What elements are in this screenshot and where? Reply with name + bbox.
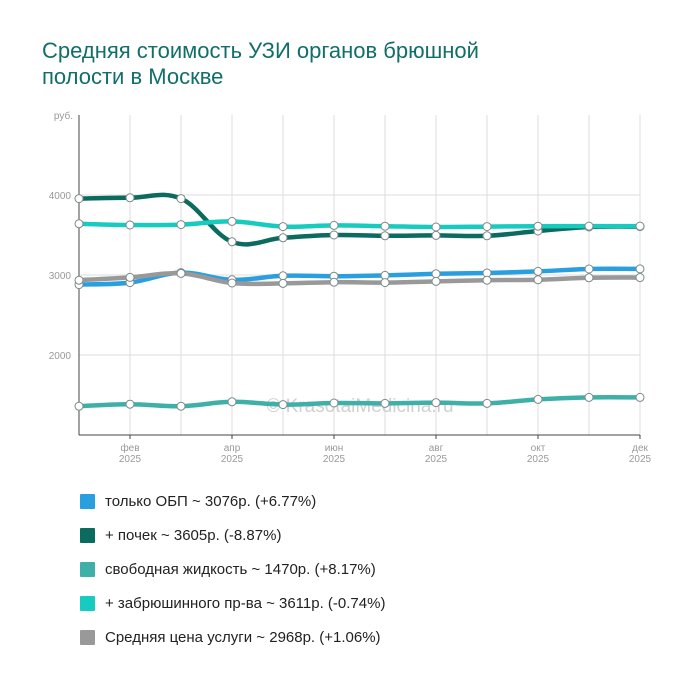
data-point bbox=[533, 394, 543, 404]
data-point bbox=[176, 194, 186, 204]
data-point bbox=[584, 392, 594, 402]
y-tick-label: 2000 bbox=[49, 351, 72, 362]
data-point bbox=[329, 398, 339, 408]
data-point bbox=[431, 222, 441, 232]
data-point bbox=[482, 222, 492, 232]
data-point bbox=[635, 392, 645, 402]
data-point bbox=[431, 276, 441, 286]
data-point bbox=[278, 271, 288, 281]
series-lines bbox=[76, 192, 643, 409]
data-point bbox=[74, 401, 84, 411]
legend-label: + забрюшинного пр-ва ~ 3611р. (-0.74%) bbox=[105, 594, 386, 612]
y-tick-label: 4000 bbox=[49, 191, 72, 202]
legend-item: Средняя цена услуги ~ 2968р. (+1.06%) bbox=[80, 620, 385, 654]
legend-label: свободная жидкость ~ 1470р. (+8.17%) bbox=[105, 560, 376, 578]
data-point bbox=[278, 233, 288, 243]
x-tick-year: 2025 bbox=[119, 454, 142, 465]
data-point bbox=[533, 221, 543, 231]
data-point bbox=[74, 275, 84, 285]
legend-swatch bbox=[80, 629, 95, 645]
legend-item: + почек ~ 3605р. (-8.87%) bbox=[80, 518, 385, 552]
x-tick-month: авг bbox=[429, 443, 444, 454]
data-point bbox=[227, 216, 237, 226]
data-point bbox=[482, 231, 492, 241]
series-line-3 bbox=[76, 219, 643, 230]
x-tick-year: 2025 bbox=[221, 454, 244, 465]
legend: только ОБП ~ 3076р. (+6.77%) + почек ~ 36… bbox=[80, 484, 385, 654]
data-point bbox=[584, 221, 594, 231]
data-point bbox=[74, 194, 84, 204]
line-chart: © KrasotaiMedicina.ru 200030004000руб.фе… bbox=[49, 110, 652, 465]
x-tick-year: 2025 bbox=[323, 454, 346, 465]
data-point bbox=[278, 400, 288, 410]
y-axis-unit: руб. bbox=[54, 110, 73, 122]
data-point bbox=[125, 220, 135, 230]
data-point bbox=[584, 264, 594, 274]
data-point bbox=[482, 275, 492, 285]
data-point bbox=[125, 399, 135, 409]
data-point bbox=[74, 219, 84, 229]
data-point bbox=[227, 397, 237, 407]
legend-item: свободная жидкость ~ 1470р. (+8.17%) bbox=[80, 552, 385, 586]
data-point bbox=[533, 266, 543, 276]
data-point bbox=[635, 221, 645, 231]
y-tick-label: 3000 bbox=[49, 271, 72, 282]
legend-item: только ОБП ~ 3076р. (+6.77%) bbox=[80, 484, 385, 518]
data-point bbox=[584, 273, 594, 283]
legend-swatch bbox=[80, 561, 95, 577]
legend-label: + почек ~ 3605р. (-8.87%) bbox=[105, 526, 282, 544]
data-point bbox=[380, 398, 390, 408]
axes bbox=[78, 115, 641, 439]
data-point bbox=[482, 398, 492, 408]
data-point bbox=[125, 193, 135, 203]
chart-title: Средняя стоимость УЗИ органов брюшной по… bbox=[42, 38, 479, 89]
data-point bbox=[431, 398, 441, 408]
data-point bbox=[533, 275, 543, 285]
x-tick-year: 2025 bbox=[629, 454, 652, 465]
data-point bbox=[380, 231, 390, 241]
legend-label: только ОБП ~ 3076р. (+6.77%) bbox=[105, 492, 317, 510]
data-point bbox=[635, 264, 645, 274]
data-point bbox=[431, 230, 441, 240]
x-tick-month: дек bbox=[632, 443, 648, 454]
x-tick-year: 2025 bbox=[425, 454, 448, 465]
data-point bbox=[176, 220, 186, 230]
data-point bbox=[176, 401, 186, 411]
data-point bbox=[278, 222, 288, 232]
series-line-1 bbox=[76, 192, 643, 247]
data-point bbox=[329, 277, 339, 287]
x-tick-year: 2025 bbox=[527, 454, 550, 465]
series-points bbox=[74, 193, 645, 411]
x-tick-month: июн bbox=[325, 443, 344, 454]
data-point bbox=[176, 268, 186, 278]
data-point bbox=[635, 273, 645, 283]
data-point bbox=[278, 278, 288, 288]
data-point bbox=[227, 278, 237, 288]
legend-item: + забрюшинного пр-ва ~ 3611р. (-0.74%) bbox=[80, 586, 385, 620]
data-point bbox=[431, 269, 441, 279]
data-point bbox=[380, 278, 390, 288]
axis-labels: 200030004000руб.фев2025апр2025июн2025авг… bbox=[49, 110, 652, 465]
data-point bbox=[227, 237, 237, 247]
legend-swatch bbox=[80, 527, 95, 543]
x-tick-month: апр bbox=[224, 443, 241, 454]
data-point bbox=[329, 220, 339, 230]
legend-swatch bbox=[80, 595, 95, 611]
data-point bbox=[329, 230, 339, 240]
x-tick-month: окт bbox=[531, 443, 546, 454]
legend-swatch bbox=[80, 493, 95, 509]
legend-label: Средняя цена услуги ~ 2968р. (+1.06%) bbox=[105, 628, 381, 646]
data-point bbox=[125, 272, 135, 282]
x-tick-month: фев bbox=[120, 442, 139, 454]
data-point bbox=[380, 221, 390, 231]
